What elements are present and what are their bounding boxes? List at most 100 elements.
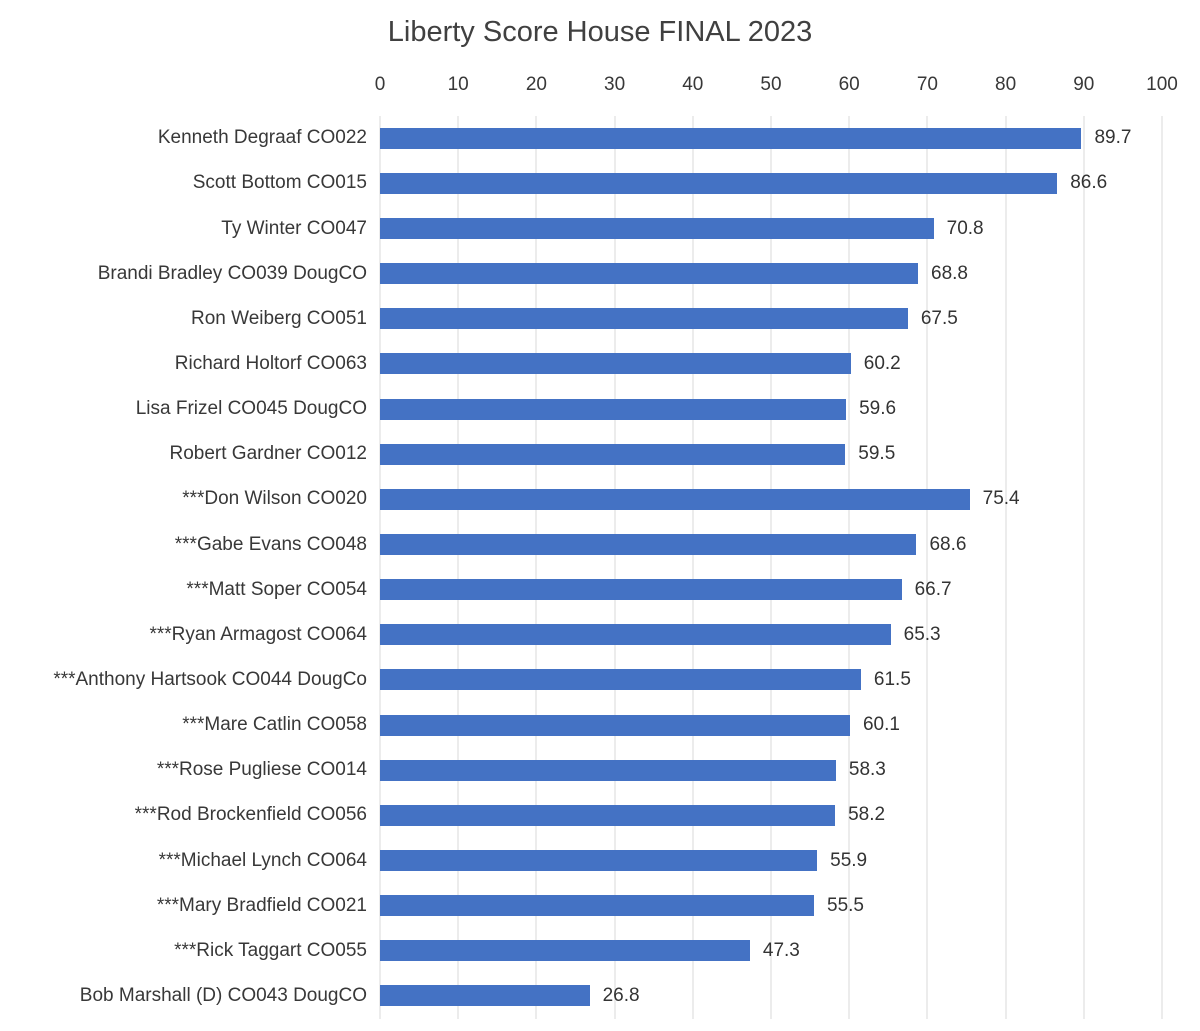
bar — [380, 985, 590, 1007]
bar-row: Lisa Frizel CO045 DougCO 59.6 — [0, 387, 1162, 432]
bar-track: 55.5 — [380, 883, 1162, 928]
bar — [380, 398, 847, 420]
value-label: 58.2 — [848, 804, 886, 826]
bar-row: ***Anthony Hartsook CO044 DougCo 61.5 — [0, 657, 1162, 702]
category-label: Ron Weiberg CO051 — [190, 307, 367, 329]
category-label: ***Mare Catlin CO058 — [182, 714, 367, 736]
bar-track: 86.6 — [380, 161, 1162, 206]
value-label: 47.3 — [762, 939, 800, 961]
bar-row: Brandi Bradley CO039 DougCO 68.8 — [0, 251, 1162, 296]
bar-track: 68.6 — [380, 522, 1162, 567]
x-axis-tick-label: 40 — [682, 73, 704, 95]
x-axis-tick-label: 80 — [995, 73, 1017, 95]
x-axis-tick-label: 90 — [1073, 73, 1095, 95]
value-label: 86.6 — [1070, 172, 1108, 194]
bar-track: 60.1 — [380, 703, 1162, 748]
category-label: Kenneth Degraaf CO022 — [157, 127, 367, 149]
bar — [380, 669, 861, 691]
value-label: 65.3 — [903, 623, 941, 645]
category-label: Ty Winter CO047 — [221, 217, 367, 239]
bar-track: 75.4 — [380, 477, 1162, 522]
category-label: ***Rick Taggart CO055 — [174, 939, 367, 961]
bar-track: 59.5 — [380, 432, 1162, 477]
bar-row: ***Rod Brockenfield CO056 58.2 — [0, 793, 1162, 838]
bar — [380, 850, 818, 871]
value-label: 55.5 — [827, 894, 864, 916]
x-axis-tick-label: 10 — [447, 73, 469, 95]
bar — [380, 263, 919, 285]
bar — [380, 895, 814, 917]
bar-row: ***Mary Bradfield CO021 55.5 — [0, 883, 1162, 928]
bar — [380, 579, 902, 601]
bar-track: 65.3 — [380, 612, 1162, 657]
bar-row: ***Rick Taggart CO055 47.3 — [0, 928, 1162, 973]
bar-row: Robert Gardner CO012 59.5 — [0, 432, 1162, 477]
category-label: Lisa Frizel CO045 DougCO — [135, 398, 367, 420]
value-label: 61.5 — [873, 668, 911, 690]
category-label: Robert Gardner CO012 — [169, 443, 368, 465]
category-label: ***Gabe Evans CO048 — [174, 533, 367, 555]
bar — [380, 714, 850, 736]
bar-row: Richard Holtorf CO063 60.2 — [0, 341, 1162, 386]
bar-track: 70.8 — [380, 206, 1162, 251]
bar — [380, 353, 851, 375]
value-label: 68.6 — [929, 533, 967, 555]
bar-row: ***Don Wilson CO020 75.4 — [0, 477, 1162, 522]
bar-rows: Kenneth Degraaf CO022 89.7 Scott Bottom CO… — [0, 116, 1162, 1019]
value-label: 60.1 — [862, 714, 900, 736]
bar-track: 55.9 — [380, 838, 1162, 883]
bar-track: 66.7 — [380, 567, 1162, 612]
bar-row: Kenneth Degraaf CO022 89.7 — [0, 116, 1162, 161]
x-axis-tick-label: 0 — [374, 73, 386, 95]
value-label: 66.7 — [914, 578, 952, 600]
bar-track: 58.2 — [380, 793, 1162, 838]
bar-row: ***Rose Pugliese CO014 58.3 — [0, 748, 1162, 793]
category-label: ***Ryan Armagost CO064 — [149, 623, 367, 645]
bar-row: ***Mare Catlin CO058 60.1 — [0, 703, 1162, 748]
category-label: Bob Marshall (D) CO043 DougCO — [79, 984, 367, 1006]
bar — [380, 624, 891, 646]
category-label: ***Rod Brockenfield CO056 — [134, 804, 367, 826]
x-axis-tick-label: 20 — [525, 73, 547, 95]
x-axis-tick-label: 60 — [838, 73, 860, 95]
bar-track: 58.3 — [380, 748, 1162, 793]
x-axis-tick-label: 70 — [916, 73, 938, 95]
bar-row: ***Ryan Armagost CO064 65.3 — [0, 612, 1162, 657]
value-label: 60.2 — [863, 352, 901, 374]
value-label: 68.8 — [931, 262, 968, 284]
bar-row: Ron Weiberg CO051 67.5 — [0, 296, 1162, 341]
category-label: ***Matt Soper CO054 — [186, 578, 367, 600]
bar — [380, 172, 1058, 194]
bar-track: 68.8 — [380, 251, 1162, 296]
category-label: ***Michael Lynch CO064 — [158, 849, 367, 871]
bar — [380, 308, 908, 330]
category-label: Scott Bottom CO015 — [192, 172, 367, 194]
plot-area: Kenneth Degraaf CO022 89.7 Scott Bottom CO… — [0, 115, 1163, 1019]
bar — [380, 759, 836, 781]
value-label: 59.5 — [858, 443, 896, 465]
bar-row: Ty Winter CO047 70.8 — [0, 206, 1162, 251]
x-axis: 0 10 20 30 40 50 60 70 80 90 100 — [375, 52, 1178, 116]
bar-track: 89.7 — [380, 116, 1162, 161]
category-label: ***Anthony Hartsook CO044 DougCo — [53, 668, 367, 690]
bar-row: Scott Bottom CO015 86.6 — [0, 161, 1162, 206]
value-label: 70.8 — [946, 217, 984, 239]
chart-title: Liberty Score House FINAL 2023 — [387, 16, 813, 48]
bar — [380, 127, 1082, 149]
bar-track: 67.5 — [380, 296, 1162, 341]
bar-row: ***Gabe Evans CO048 68.6 — [0, 522, 1162, 567]
bar-row: Bob Marshall (D) CO043 DougCO 26.8 — [0, 973, 1162, 1018]
bar-row: ***Matt Soper CO054 66.7 — [0, 567, 1162, 612]
bar — [380, 804, 836, 826]
value-label: 58.3 — [848, 759, 886, 781]
bar-track: 60.2 — [380, 341, 1162, 386]
value-label: 89.7 — [1094, 127, 1132, 149]
x-axis-tick-label: 100 — [1146, 73, 1178, 95]
bar-row: ***Michael Lynch CO064 55.9 — [0, 838, 1162, 883]
bar — [380, 940, 750, 962]
value-label: 55.9 — [830, 849, 868, 871]
x-axis-tick-label: 50 — [760, 73, 782, 95]
bar-track: 59.6 — [380, 387, 1162, 432]
category-label: Brandi Bradley CO039 DougCO — [97, 262, 367, 284]
